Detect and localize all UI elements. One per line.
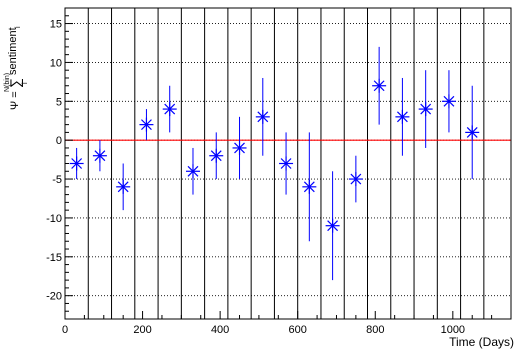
- y-tick-label: -5: [52, 174, 62, 186]
- star-marker: [164, 103, 176, 115]
- data-point: [348, 155, 363, 203]
- y-axis-label-summand-sub: i: [15, 26, 22, 28]
- grid: [65, 8, 511, 319]
- data-point: [139, 109, 154, 141]
- data-point: [69, 147, 84, 180]
- data-point: [325, 171, 340, 281]
- data-point: [418, 70, 433, 148]
- y-axis-label: Ψ = N(bin) ∑ i sentiment i: [4, 26, 29, 110]
- data-point: [441, 70, 456, 133]
- star-marker: [141, 119, 152, 131]
- data-point: [209, 132, 224, 180]
- star-marker: [303, 181, 315, 193]
- y-tick-label: 10: [50, 57, 62, 69]
- x-tick-label: 1000: [441, 324, 465, 336]
- x-tick-label: 800: [366, 324, 384, 336]
- data-point: [372, 46, 387, 125]
- data-point: [162, 85, 177, 133]
- data-points: [69, 46, 480, 281]
- data-point: [302, 132, 317, 242]
- star-marker: [350, 173, 362, 185]
- star-marker: [466, 126, 478, 138]
- star-marker: [94, 150, 106, 162]
- y-tick-label: 0: [56, 135, 62, 147]
- y-axis-label-symbol: Ψ =: [9, 91, 21, 110]
- axis-ticks: 0 200 400 600 800 1000 -20 -15 -10 -5 0 5 10 15: [46, 7, 512, 336]
- x-tick-label: 0: [62, 324, 68, 336]
- x-tick-label: 200: [133, 324, 151, 336]
- y-tick-label: -15: [46, 252, 62, 264]
- y-axis-label-sum-sign: ∑: [7, 78, 23, 88]
- y-axis-label-sum-upper: N(bin): [4, 73, 11, 92]
- star-marker: [117, 181, 129, 193]
- star-marker: [420, 103, 432, 115]
- x-tick-label: 600: [289, 324, 307, 336]
- star-marker: [396, 111, 408, 123]
- star-marker: [187, 165, 199, 177]
- data-point: [279, 132, 294, 195]
- star-marker: [443, 95, 455, 107]
- star-marker: [280, 158, 292, 169]
- star-marker: [257, 111, 269, 123]
- star-marker: [327, 220, 339, 232]
- y-tick-label: 5: [56, 96, 62, 108]
- data-point: [465, 85, 480, 180]
- data-point: [185, 147, 200, 195]
- y-axis-label-sum-lower: i: [22, 82, 29, 84]
- y-axis-label-summand: sentiment: [7, 27, 19, 75]
- data-point: [395, 77, 410, 156]
- data-point: [255, 77, 270, 156]
- data-point: [92, 140, 107, 172]
- y-tick-label: -20: [46, 291, 62, 303]
- x-axis-label: Time (Days): [449, 335, 514, 349]
- star-marker: [234, 142, 245, 154]
- x-tick-label: 400: [211, 324, 229, 336]
- star-marker: [71, 158, 83, 169]
- y-tick-label: -10: [46, 213, 62, 225]
- star-marker: [373, 80, 385, 92]
- data-point: [232, 116, 247, 180]
- data-point: [116, 163, 131, 211]
- star-marker: [210, 150, 222, 162]
- y-tick-label: 15: [50, 19, 62, 31]
